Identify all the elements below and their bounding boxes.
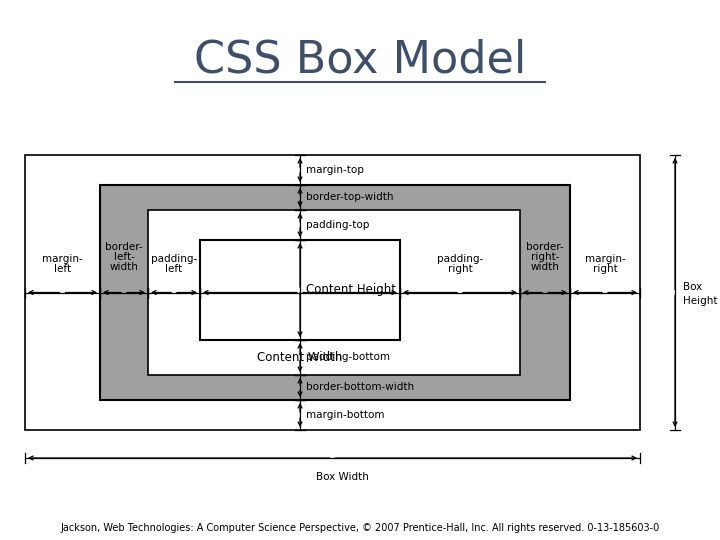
Text: border-: border- — [105, 242, 143, 253]
Text: padding-top: padding-top — [306, 220, 369, 230]
Text: Height: Height — [683, 295, 718, 306]
Text: right: right — [593, 265, 617, 274]
Bar — [148, 210, 520, 375]
Text: Content Height: Content Height — [306, 284, 396, 296]
Text: border-top-width: border-top-width — [306, 192, 394, 202]
Bar — [100, 185, 570, 400]
Text: Box Width: Box Width — [316, 472, 369, 482]
Text: border-: border- — [526, 242, 564, 253]
Text: margin-: margin- — [42, 254, 83, 265]
Text: Jackson, Web Technologies: A Computer Science Perspective, © 2007 Prentice-Hall,: Jackson, Web Technologies: A Computer Sc… — [60, 523, 660, 533]
Text: Content Width: Content Width — [257, 351, 343, 364]
Text: left: left — [54, 265, 71, 274]
Text: padding-: padding- — [151, 254, 197, 265]
Text: right-: right- — [531, 253, 559, 262]
Text: right: right — [448, 265, 472, 274]
Text: margin-: margin- — [585, 254, 626, 265]
Text: width: width — [531, 262, 559, 273]
Text: border-bottom-width: border-bottom-width — [306, 382, 414, 393]
Text: width: width — [109, 262, 138, 273]
Bar — [25, 155, 640, 430]
Text: margin-top: margin-top — [306, 165, 364, 175]
Bar — [200, 240, 400, 340]
Text: Box: Box — [683, 281, 702, 292]
Text: CSS Box Model: CSS Box Model — [194, 38, 526, 82]
Text: padding-: padding- — [437, 254, 483, 265]
Text: margin-bottom: margin-bottom — [306, 410, 384, 420]
Text: left-: left- — [114, 253, 135, 262]
Text: left: left — [166, 265, 183, 274]
Text: padding-bottom: padding-bottom — [306, 353, 390, 362]
